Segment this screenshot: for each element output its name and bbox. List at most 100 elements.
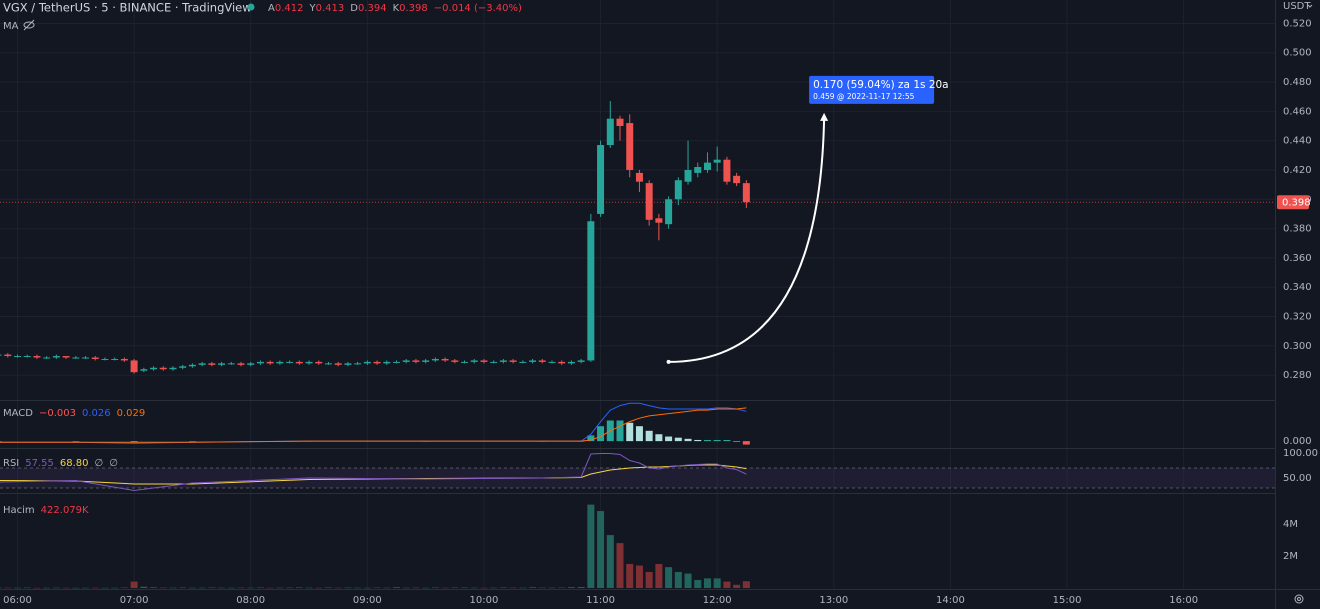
candle-body — [208, 363, 216, 365]
candle-body — [519, 361, 527, 363]
volume-bar — [111, 587, 119, 589]
y-tick-label: 0.000 — [1283, 436, 1312, 447]
candle-body — [82, 357, 90, 359]
volume-bar — [694, 579, 702, 588]
y-tick-label: 0.480 — [1283, 77, 1312, 88]
candle-body — [33, 356, 41, 358]
histogram-bar — [616, 420, 624, 442]
candle-body — [334, 363, 342, 365]
candle-body — [276, 361, 284, 364]
volume-bar — [208, 587, 216, 588]
volume-bar — [577, 587, 585, 588]
volume-bar — [324, 587, 332, 589]
volume-bar — [461, 587, 469, 589]
volume-bar — [665, 567, 673, 588]
candle-body — [91, 357, 99, 359]
candle-body — [295, 361, 303, 364]
candle-body — [159, 367, 167, 370]
volume-bar — [0, 587, 2, 589]
volume-bar — [4, 587, 12, 589]
ohlc-label: A — [268, 3, 275, 14]
x-tick-label: 11:00 — [586, 595, 615, 606]
macd-signal-line — [0, 407, 747, 443]
volume-bar — [188, 587, 196, 589]
ohlc-value: 0.398 — [399, 3, 428, 14]
volume-bar — [645, 571, 653, 588]
volume-bar — [256, 587, 264, 589]
histogram-bar — [742, 441, 750, 445]
candle-body — [315, 361, 323, 364]
volume-bar — [33, 587, 41, 589]
y-tick-label: 0.420 — [1283, 165, 1312, 176]
candle-body — [373, 361, 381, 364]
histogram-bar — [635, 426, 643, 442]
y-tick-label: 50.00 — [1283, 473, 1312, 484]
ohlc-value: 0.394 — [358, 3, 387, 14]
legend-value: 57.55 — [25, 458, 54, 469]
settings-icon[interactable] — [1294, 594, 1304, 604]
candle-body — [305, 361, 313, 364]
y-tick-label: 2M — [1283, 551, 1298, 562]
volume-bar — [635, 565, 643, 588]
volume-bar — [23, 587, 31, 589]
volume-bar — [587, 504, 595, 588]
y-tick-label: 0.340 — [1283, 282, 1312, 293]
candle-body — [431, 358, 439, 361]
hide-icon[interactable] — [23, 19, 35, 31]
candle-body — [150, 367, 158, 370]
candle-body — [383, 361, 391, 364]
legend-title: RSI — [3, 458, 19, 469]
candle-body — [52, 356, 60, 358]
histogram-bar — [72, 441, 80, 442]
volume-bar — [286, 587, 294, 589]
volume-bar — [354, 587, 362, 589]
candle-body — [733, 175, 741, 184]
legend-value: 68.80 — [60, 458, 89, 469]
candle-body — [451, 360, 459, 362]
histogram-bar — [0, 441, 2, 442]
volume-bar — [703, 578, 711, 588]
candle-body — [344, 363, 352, 365]
ohlc-label: D — [350, 3, 358, 14]
candle-body — [626, 123, 634, 170]
volume-bar — [159, 587, 167, 589]
histogram-bar — [674, 437, 682, 442]
candle-body — [538, 360, 546, 362]
candle-body — [72, 357, 80, 359]
projection-text: 0.170 (59.04%) za 1s 20a — [813, 79, 949, 91]
histogram-bar — [130, 441, 138, 443]
candle-body — [713, 159, 721, 163]
candle-body — [742, 183, 750, 203]
candle-body — [247, 363, 255, 365]
y-tick-label: 0.280 — [1283, 370, 1312, 381]
candle-body — [587, 221, 595, 361]
volume-bar — [295, 587, 303, 588]
volume-bar — [490, 587, 498, 589]
volume-bar — [597, 511, 605, 588]
volume-bar — [363, 587, 371, 589]
candle-body — [227, 363, 235, 365]
candle-body — [43, 357, 51, 359]
y-tick-label: 0.520 — [1283, 18, 1312, 29]
x-tick-label: 08:00 — [236, 595, 265, 606]
y-tick-label: 0.440 — [1283, 136, 1312, 147]
legend-value: ∅ — [109, 458, 118, 469]
volume-bar — [674, 571, 682, 588]
y-tick-label: 0.460 — [1283, 106, 1312, 117]
candle-body — [402, 360, 410, 362]
rsi-ma-line — [0, 464, 747, 485]
projection-curve — [668, 118, 826, 363]
volume-bar — [529, 587, 537, 588]
candle-body — [354, 363, 362, 365]
volume-bar — [62, 587, 70, 589]
symbol-title: VGX / TetherUS · 5 · BINANCE · TradingVi… — [3, 1, 252, 15]
currency-chevron[interactable] — [1307, 4, 1313, 8]
volume-bar — [509, 587, 517, 589]
candle-body — [363, 361, 371, 364]
ohlc-legend: A0.412 Y0.413 D0.394 K0.398 −0.014 (−3.40%) — [268, 3, 522, 14]
volume-bar — [684, 573, 692, 588]
y-tick-label: 0.500 — [1283, 48, 1312, 59]
currency[interactable]: USDT — [1283, 1, 1311, 12]
candle-body — [665, 199, 673, 225]
